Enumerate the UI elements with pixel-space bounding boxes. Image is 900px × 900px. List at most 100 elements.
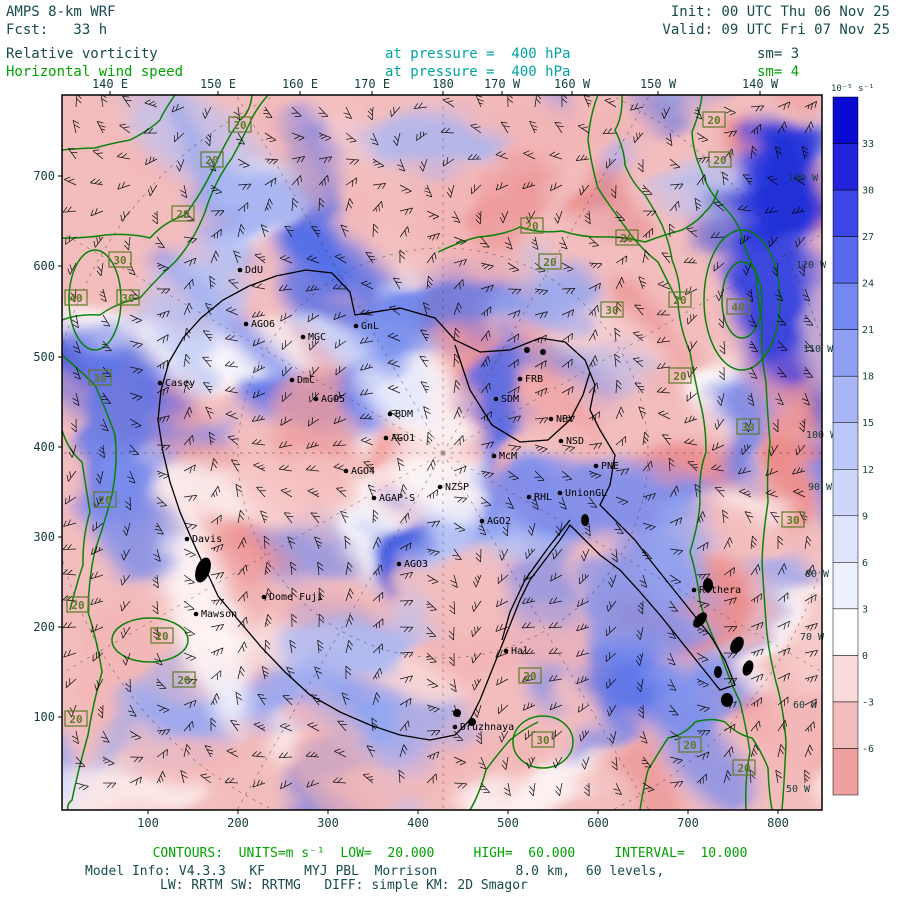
axis-label-bottom: 200 — [227, 816, 249, 830]
colorbar-tick-label: -6 — [862, 744, 874, 755]
axis-label-left: 300 — [33, 530, 55, 544]
axis-label-top: 150 E — [200, 77, 236, 91]
wind-barbs — [62, 95, 819, 797]
station-marker: NSD — [558, 436, 584, 447]
station-group: DdU AGO6 MGC GnL Casey DmC AGO5 BDM AGO1 AGO4 NZSP… — [157, 265, 741, 733]
station-marker: GnL — [353, 321, 379, 332]
svg-text:AGO2: AGO2 — [487, 516, 511, 527]
station-marker: Rothera — [691, 585, 741, 596]
model-title: AMPS 8-km WRF — [6, 4, 116, 20]
svg-text:30: 30 — [605, 304, 618, 317]
svg-text:Davis: Davis — [192, 534, 222, 545]
colorbar-tick-label: 33 — [862, 139, 874, 150]
svg-text:Mawson: Mawson — [201, 609, 237, 620]
longitude-label: 50 W — [786, 784, 811, 795]
contour-label: 40 — [64, 289, 88, 306]
contour-label: 30 — [88, 369, 112, 386]
axis-label-top: 160 E — [282, 77, 318, 91]
contour-label: 20 — [668, 291, 692, 308]
svg-text:20: 20 — [683, 739, 696, 752]
contour-label: 20 — [171, 205, 195, 222]
forecast-hour-label: Fcst: 33 h — [6, 22, 108, 38]
colorbar-tick-label: -3 — [862, 697, 874, 708]
field2-name: Horizontal wind speed — [6, 64, 184, 80]
contour-label: 20 — [228, 116, 252, 133]
svg-text:AGO3: AGO3 — [404, 559, 428, 570]
svg-text:20: 20 — [543, 256, 556, 269]
longitude-label: 60 W — [793, 700, 818, 711]
svg-text:BDM: BDM — [395, 409, 413, 420]
svg-text:Rothera: Rothera — [699, 585, 741, 596]
station-marker: Hal — [503, 646, 529, 657]
contour-label: 30 — [531, 731, 555, 748]
field2-level: at pressure = 400 hPa — [385, 64, 571, 80]
axis-label-top: 140 W — [742, 77, 779, 91]
svg-text:PNE: PNE — [601, 461, 619, 472]
contour-label: 30 — [736, 418, 760, 435]
svg-text:SDM: SDM — [501, 394, 519, 405]
colorbar-tick-label: 24 — [862, 279, 874, 290]
contour-label: 20 — [538, 253, 562, 270]
station-marker: NBY — [548, 414, 574, 425]
station-marker: Druzhnaya — [452, 722, 514, 733]
svg-text:MGC: MGC — [308, 332, 326, 343]
axis-label-top: 180 — [432, 77, 454, 91]
contour-label: 20 — [93, 491, 117, 508]
svg-text:NSD: NSD — [566, 436, 584, 447]
axis-label-top: 160 W — [554, 77, 591, 91]
station-marker: AGO4 — [343, 466, 375, 477]
svg-text:DmC: DmC — [297, 375, 315, 386]
svg-text:RHL: RHL — [534, 492, 552, 503]
field2-smoothing: sm= 4 — [757, 64, 800, 80]
svg-text:20: 20 — [673, 370, 686, 383]
field1-name: Relative vorticity — [6, 46, 158, 62]
svg-text:30: 30 — [786, 514, 799, 527]
contour-label: 30 — [108, 251, 132, 268]
svg-text:20: 20 — [177, 674, 190, 687]
svg-text:40: 40 — [69, 292, 82, 305]
svg-text:AGO6: AGO6 — [251, 319, 275, 330]
station-marker: Mawson — [193, 609, 237, 620]
svg-text:AGO1: AGO1 — [391, 433, 415, 444]
colorbar-tick-label: 3 — [862, 604, 868, 615]
svg-text:20: 20 — [707, 114, 720, 127]
axis-label-left: 400 — [33, 440, 55, 454]
axis-label-top: 170 E — [354, 77, 390, 91]
station-marker: FRB — [517, 374, 543, 385]
longitude-label: 110 W — [803, 344, 834, 355]
colorbar-tick-label: 6 — [862, 558, 868, 569]
svg-text:30: 30 — [620, 232, 633, 245]
station-marker: McM — [491, 451, 517, 462]
axis-label-bottom: 800 — [767, 816, 789, 830]
contour-label: 30 — [116, 289, 140, 306]
svg-text:20: 20 — [205, 154, 218, 167]
svg-text:30: 30 — [113, 254, 126, 267]
station-marker: AGO5 — [313, 394, 345, 405]
colorbar-tick-label: 0 — [862, 651, 868, 662]
axis-label-top: 170 W — [484, 77, 521, 91]
svg-text:30: 30 — [121, 292, 134, 305]
axis-label-left: 500 — [33, 350, 55, 364]
colorbar-tick-label: 18 — [862, 372, 874, 383]
station-marker: DmC — [289, 375, 315, 386]
svg-text:GnL: GnL — [361, 321, 379, 332]
valid-time-label: Valid: 09 UTC Fri 07 Nov 25 — [662, 22, 890, 38]
contour-label: 20 — [668, 367, 692, 384]
svg-text:30: 30 — [741, 421, 754, 434]
svg-text:20: 20 — [673, 294, 686, 307]
station-marker: AGO1 — [383, 433, 415, 444]
contour-label-group: 20 20 20 30 40 30 30 20 20 20 20 20 20 20 30 20 20 30 40 20… — [64, 111, 805, 776]
svg-text:AGO4: AGO4 — [351, 466, 375, 477]
colorbar-tick-label: 30 — [862, 186, 874, 197]
axis-label-bottom: 600 — [587, 816, 609, 830]
station-marker: UnionGL — [557, 488, 607, 499]
station-marker: BDM — [387, 409, 413, 420]
contour-label: 20 — [520, 217, 544, 234]
colorbar-tick-label: 21 — [862, 325, 874, 336]
svg-text:20: 20 — [233, 119, 246, 132]
station-marker: MGC — [300, 332, 326, 343]
axis-label-top: 140 E — [92, 77, 128, 91]
station-marker: PNE — [593, 461, 619, 472]
